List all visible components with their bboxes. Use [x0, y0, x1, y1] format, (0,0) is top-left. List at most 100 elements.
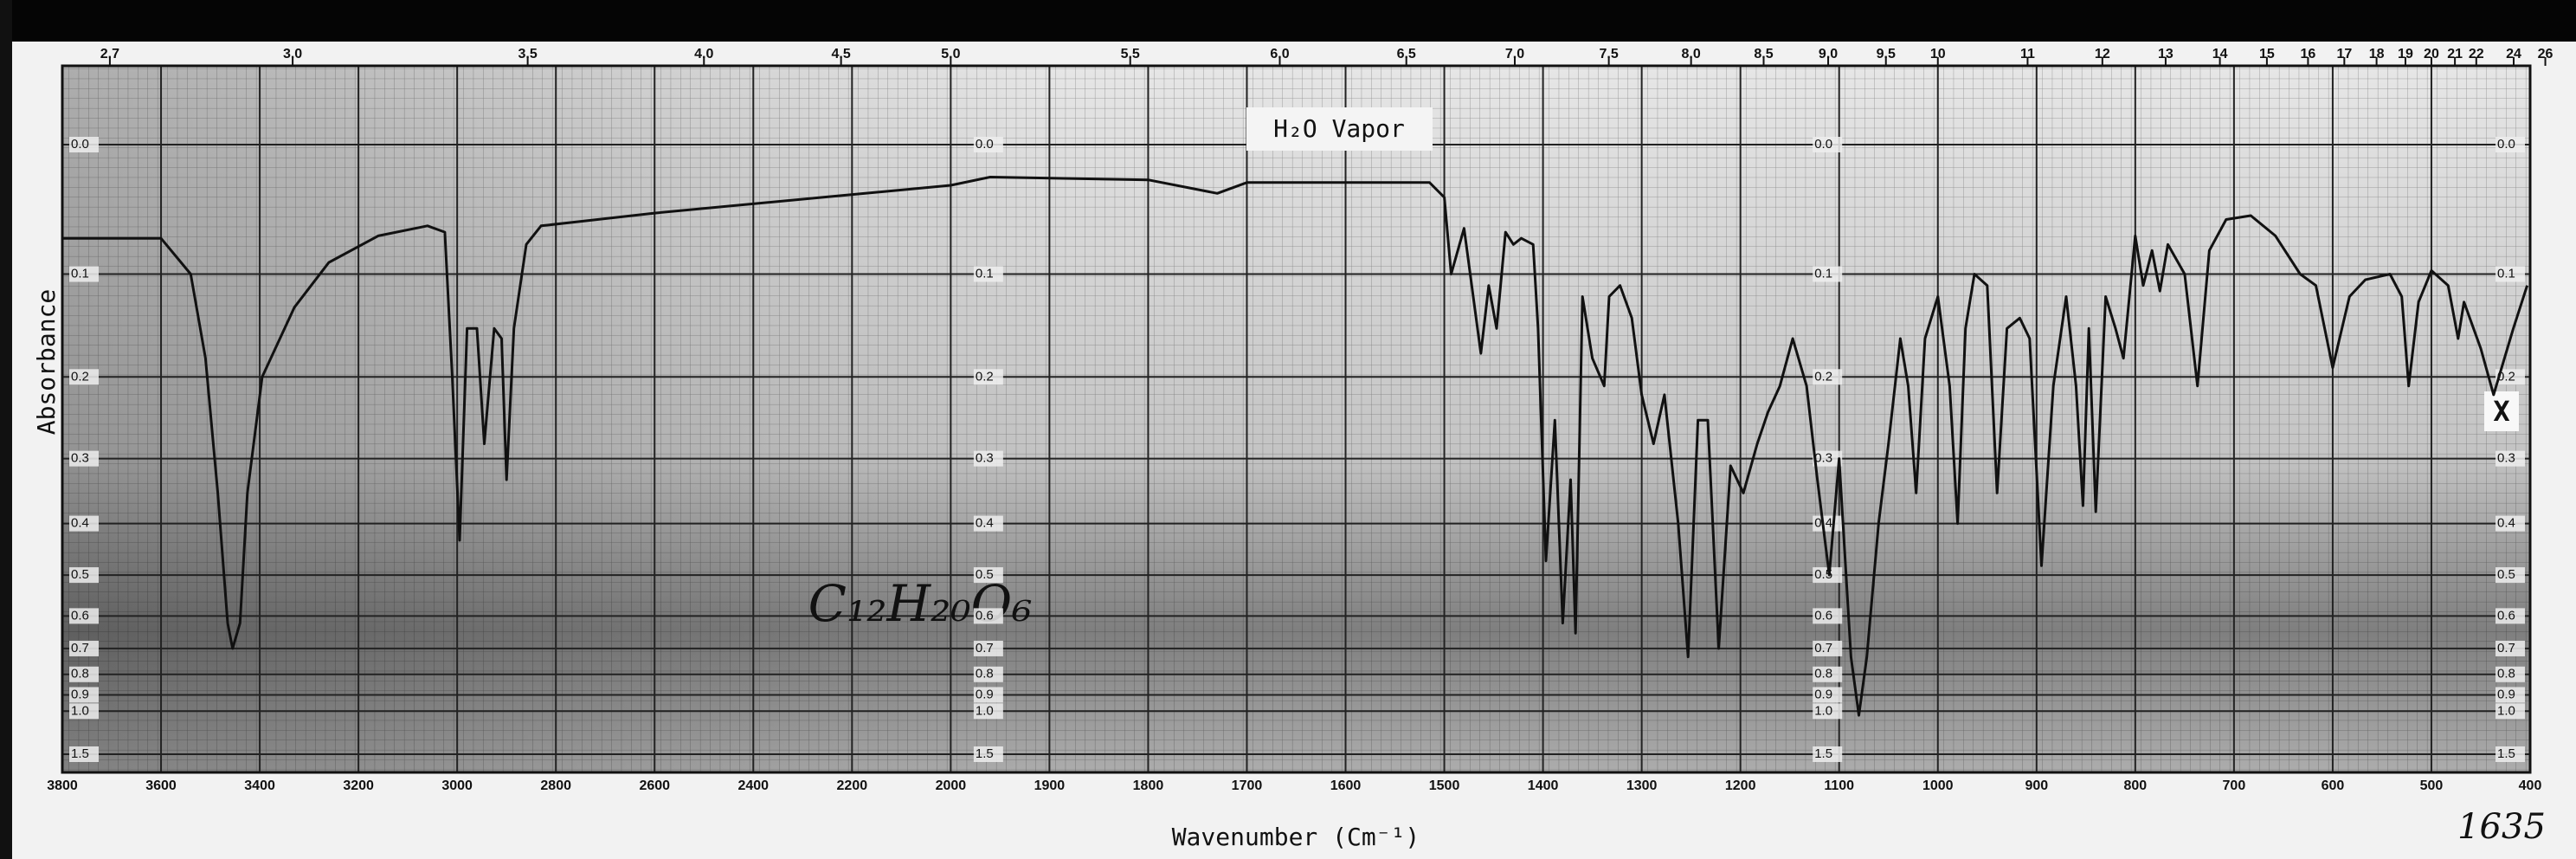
x-tick-label: 1500 — [1429, 778, 1460, 793]
y-tick-label-bg — [1813, 703, 1843, 720]
y-tick-label-bg — [973, 703, 1003, 720]
y-tick-label-bg — [2496, 687, 2525, 703]
x-tick-label: 3400 — [244, 778, 275, 793]
x-tick-label: 2200 — [837, 778, 868, 793]
y-tick-label: 0.1 — [2497, 266, 2515, 281]
y-tick-label: 0.5 — [71, 567, 89, 582]
x2-tick-label: 3.0 — [283, 47, 302, 61]
y-tick-label: 1.5 — [1814, 746, 1832, 761]
x-tick-label: 1900 — [1034, 778, 1066, 793]
y-tick-label: 0.2 — [976, 369, 994, 384]
x-tick-label: 1700 — [1232, 778, 1263, 793]
y-tick-label: 0.7 — [976, 641, 994, 656]
y-tick-label-bg — [973, 450, 1003, 467]
x2-tick-label: 8.5 — [1754, 47, 1773, 61]
x2-tick-label: 19 — [2398, 47, 2413, 61]
x2-tick-label: 12 — [2095, 47, 2110, 61]
y-tick-label-bg — [973, 640, 1003, 656]
x2-tick-label: 4.0 — [694, 47, 713, 61]
y-tick-label-bg — [1813, 608, 1843, 624]
y-tick-label: 0.8 — [2497, 667, 2515, 681]
x2-tick-label: 16 — [2301, 47, 2316, 61]
y-tick-label: 0.7 — [1814, 641, 1832, 656]
y-tick-label: 0.0 — [71, 137, 89, 152]
x2-tick-label: 9.5 — [1877, 47, 1896, 61]
y-tick-label-bg — [69, 666, 99, 682]
x2-tick-label: 20 — [2424, 47, 2439, 61]
y-tick-label-bg — [69, 746, 99, 762]
y-tick-label: 0.0 — [976, 137, 994, 152]
x2-tick-label: 9.0 — [1819, 47, 1838, 61]
x-tick-label: 1100 — [1824, 778, 1854, 793]
x-tick-label: 700 — [2223, 778, 2246, 793]
y-tick-label-bg — [2496, 369, 2525, 385]
y-tick-label: 1.0 — [71, 703, 89, 718]
y-tick-label-bg — [1813, 137, 1843, 152]
annotation: X — [2493, 395, 2509, 428]
y-tick-label-bg — [69, 640, 99, 656]
y-tick-label-bg — [2496, 608, 2525, 624]
y-tick-label-bg — [2496, 137, 2525, 152]
x2-tick-label: 18 — [2369, 47, 2385, 61]
x2-tick-label: 5.5 — [1121, 47, 1140, 61]
y-tick-label: 1.5 — [71, 746, 89, 761]
y-tick-label: 0.2 — [2497, 369, 2515, 384]
scan-border — [0, 0, 12, 859]
x2-tick-label: 26 — [2538, 47, 2553, 61]
y-tick-label-bg — [69, 369, 99, 385]
scan-border — [0, 0, 2576, 42]
x-tick-label: 500 — [2420, 778, 2444, 793]
spectrum-line — [62, 176, 2529, 717]
y-tick-label-bg — [2496, 640, 2525, 656]
x2-tick-label: 6.0 — [1270, 47, 1289, 61]
x2-tick-label: 3.5 — [518, 47, 537, 61]
y-tick-label: 1.5 — [2497, 746, 2515, 761]
y-tick-label-bg — [2496, 746, 2525, 762]
y-tick-label: 0.5 — [2497, 567, 2515, 582]
y-tick-label-bg — [2496, 703, 2525, 720]
y-tick-label: 0.6 — [2497, 608, 2515, 623]
y-tick-label: 0.9 — [1814, 687, 1832, 701]
y-tick-label-bg — [69, 608, 99, 624]
x2-tick-label: 4.5 — [832, 47, 851, 61]
y-tick-label: 0.4 — [2497, 516, 2515, 531]
y-tick-label-bg — [1813, 640, 1843, 656]
x-tick-label: 2600 — [639, 778, 670, 793]
y-tick-label: 1.0 — [2497, 703, 2515, 718]
x-axis-label: Wavenumber (Cm⁻¹) — [1172, 823, 1420, 851]
x-tick-label: 3800 — [47, 778, 78, 793]
y-tick-label: 0.8 — [1814, 667, 1832, 681]
x-tick-label: 400 — [2519, 778, 2542, 793]
x2-tick-label: 7.5 — [1600, 47, 1619, 61]
x-tick-label: 1600 — [1330, 778, 1362, 793]
x-tick-label: 1200 — [1725, 778, 1756, 793]
x2-tick-label: 6.5 — [1397, 47, 1416, 61]
x-tick-label: 900 — [2025, 778, 2048, 793]
x2-tick-label: 17 — [2336, 47, 2352, 61]
y-tick-label-bg — [1813, 746, 1843, 762]
y-tick-label-bg — [1813, 687, 1843, 703]
y-tick-label: 0.3 — [71, 451, 89, 466]
y-tick-label: 0.4 — [71, 516, 89, 531]
y-tick-label: 0.6 — [976, 608, 994, 623]
y-tick-label-bg — [1813, 266, 1843, 282]
y-tick-label: 0.1 — [976, 266, 994, 281]
y-tick-label: 0.0 — [2497, 137, 2515, 152]
y-tick-label: 0.0 — [1814, 137, 1832, 152]
y-tick-label: 0.7 — [2497, 641, 2515, 656]
y-tick-label-bg — [973, 608, 1003, 624]
y-tick-label-bg — [973, 567, 1003, 584]
y-tick-label-bg — [69, 266, 99, 282]
y-tick-label-bg — [1813, 567, 1843, 584]
x-tick-label: 1300 — [1626, 778, 1658, 793]
y-tick-label: 0.6 — [71, 608, 89, 623]
x2-tick-label: 7.0 — [1505, 47, 1524, 61]
plot-frame — [61, 64, 2532, 774]
x2-tick-label: 21 — [2447, 47, 2463, 61]
y-tick-label: 0.1 — [1814, 266, 1832, 281]
x-tick-label: 800 — [2123, 778, 2147, 793]
y-tick-label-bg — [1813, 666, 1843, 682]
annotation-box — [2484, 391, 2519, 431]
x-tick-label: 3000 — [441, 778, 473, 793]
